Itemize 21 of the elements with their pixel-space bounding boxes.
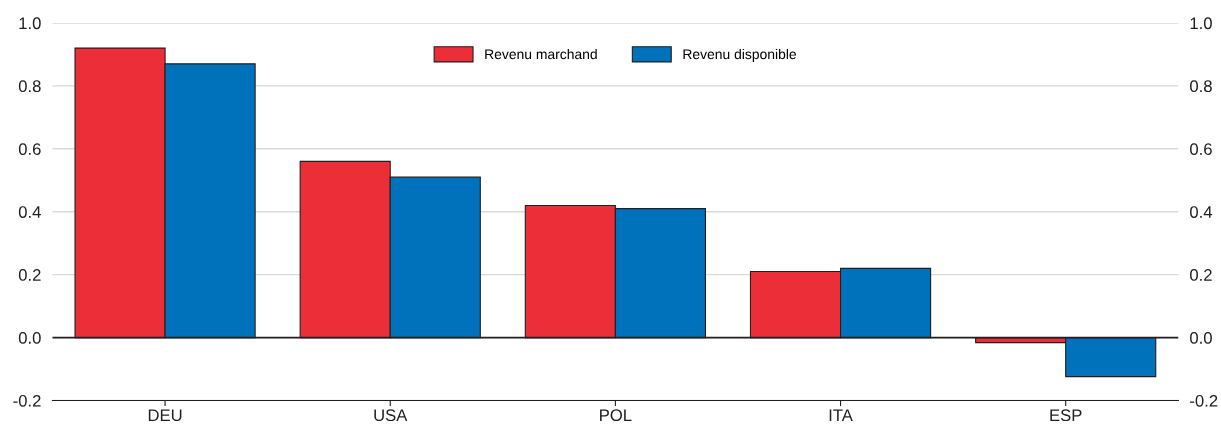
y-tick-label: 0.6 (18, 143, 41, 156)
y2-tick-label: 0.0 (1190, 332, 1212, 344)
legend-label: Revenu disponible (683, 48, 797, 62)
x-tick-label: POL (600, 409, 632, 422)
y2-tick-label: 0.6 (1190, 143, 1212, 156)
y-tick-label: 0.8 (18, 80, 41, 93)
y2-tick-label: 1.0 (1190, 17, 1212, 30)
x-tick-label: USA (374, 409, 408, 422)
y2-tick-label: -0.2 (1190, 394, 1218, 407)
y-tick-label: 1.0 (19, 17, 41, 30)
x-tick-label: ITA (829, 409, 853, 421)
y-tick-label: 0.0 (18, 332, 41, 344)
y2-tick-label: 0.2 (1190, 269, 1212, 281)
y2-tick-label: 0.4 (1190, 206, 1213, 218)
x-tick-label: DEU (148, 409, 182, 422)
x-tick-label: ESP (1050, 409, 1082, 422)
y-tick-label: 0.2 (18, 269, 41, 281)
y-tick-label: -0.2 (13, 394, 41, 407)
y-tick-label: 0.4 (18, 206, 41, 218)
legend-label: Revenu marchand (485, 48, 597, 60)
y2-tick-label: 0.8 (1190, 80, 1212, 93)
